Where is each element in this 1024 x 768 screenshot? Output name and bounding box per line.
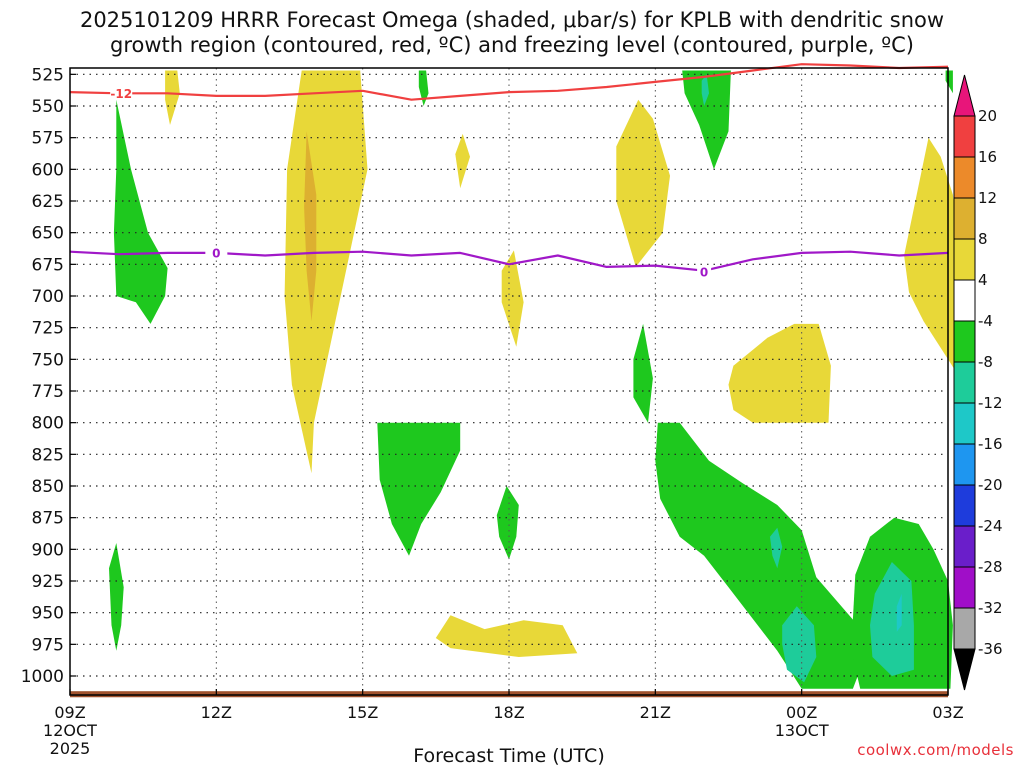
x-tick-year-09Z: 2025 <box>50 739 91 758</box>
contour-label-bg <box>697 264 712 278</box>
colorbar-bin-2 <box>953 156 976 199</box>
omega-region-9 <box>113 99 168 324</box>
x-tick-label-03Z: 03Z <box>932 703 963 722</box>
omega-region-16 <box>496 486 519 560</box>
x-tick-label-00Z: 00Z <box>786 703 817 722</box>
colorbar-bin-12 <box>953 566 976 609</box>
contour-label-bg <box>110 86 133 100</box>
omega-region-17 <box>109 543 124 651</box>
x-tick-label-15Z: 15Z <box>347 703 378 722</box>
omega-region-23 <box>896 593 902 632</box>
colorbar-bin-9 <box>953 443 976 486</box>
y-tick-label-825: 825 <box>32 445 64 465</box>
x-tick-label-12Z: 12Z <box>201 703 232 722</box>
colorbar-bin-1 <box>953 115 976 158</box>
omega-region-8 <box>435 615 578 657</box>
grid-lines <box>70 68 948 695</box>
contour-label-0: -12 <box>110 87 132 101</box>
omega-region-3 <box>455 133 470 189</box>
colorbar-bin-13 <box>953 607 976 650</box>
colorbar-label--28: -28 <box>978 558 1003 576</box>
omega-region-11 <box>682 70 731 170</box>
x-tick-date-00Z: 13OCT <box>775 721 829 740</box>
y-tick-label-525: 525 <box>32 65 64 85</box>
omega-region-5 <box>501 250 524 347</box>
x-tick-label-21Z: 21Z <box>640 703 671 722</box>
omega-region-15 <box>377 422 461 556</box>
colorbar-bin-7 <box>953 361 976 404</box>
colorbar: 20 16 12 8 4 -4 -8 -12 -16 -20 -24 -28 -32 -36 <box>953 74 1003 691</box>
y-tick-label-850: 850 <box>32 477 64 497</box>
colorbar-bin-5 <box>953 279 976 322</box>
x-axis-label: Forecast Time (UTC) <box>413 745 605 767</box>
colorbar-bin-6 <box>953 320 976 363</box>
colorbar-bin-bottom <box>953 648 976 691</box>
colorbar-label--36: -36 <box>978 640 1003 658</box>
y-tick-label-900: 900 <box>32 540 64 560</box>
y-tick-label-875: 875 <box>32 509 64 529</box>
colorbar-label-8: 8 <box>978 230 988 248</box>
colorbar-label--20: -20 <box>978 476 1003 494</box>
colorbar-label--16: -16 <box>978 435 1003 453</box>
contour-line-0 <box>69 63 949 101</box>
y-tick-label-700: 700 <box>32 287 64 307</box>
colorbar-label--32: -32 <box>978 599 1003 617</box>
omega-region-12 <box>701 74 709 106</box>
colorbar-label--8: -8 <box>978 353 993 371</box>
colorbar-label-4: 4 <box>978 271 988 289</box>
chart-title: 2025101209 HRRR Forecast Omega (shaded, … <box>79 8 945 57</box>
y-tick-label-775: 775 <box>32 382 64 402</box>
omega-region-4 <box>616 99 670 267</box>
y-tick-label-575: 575 <box>32 129 64 149</box>
colorbar-bin-10 <box>953 484 976 527</box>
colorbar-bin-11 <box>953 525 976 568</box>
omega-region-10 <box>418 70 429 106</box>
colorbar-label-12: 12 <box>978 189 997 207</box>
colorbar-bin-8 <box>953 402 976 445</box>
y-tick-label-750: 750 <box>32 350 64 370</box>
contour-label-1: 0 <box>212 246 220 260</box>
contour-label-freezing-2: 0 <box>700 265 708 279</box>
colorbar-label--12: -12 <box>978 394 1003 412</box>
omega-shading <box>109 70 958 689</box>
omega-region-19 <box>770 527 783 569</box>
omega-region-1 <box>304 131 317 322</box>
y-tick-label-800: 800 <box>32 414 64 434</box>
colorbar-bin-3 <box>953 197 976 240</box>
x-tick-label-09Z: 09Z <box>54 703 85 722</box>
y-tick-label-975: 975 <box>32 635 64 655</box>
omega-region-7 <box>904 137 958 375</box>
contour-label-bg <box>205 245 228 259</box>
omega-region-14 <box>633 323 653 423</box>
omega-region-22 <box>870 562 914 676</box>
colorbar-label--24: -24 <box>978 517 1003 535</box>
y-tick-label-675: 675 <box>32 255 64 275</box>
contours: -12 0 0 <box>69 63 949 279</box>
y-tick-label-550: 550 <box>32 97 64 117</box>
y-tick-label-925: 925 <box>32 572 64 592</box>
omega-region-6 <box>728 323 831 423</box>
colorbar-bin-top <box>953 74 976 117</box>
colorbar-bin-4 <box>953 238 976 281</box>
colorbar-label--4: -4 <box>978 312 993 330</box>
source-credit[interactable]: coolwx.com/models <box>857 741 1014 759</box>
y-tick-label-725: 725 <box>32 319 64 339</box>
y-axis: 525 550 575 600 625 650 675 700 725 750 775 800 825 8… <box>21 65 76 687</box>
x-tick-label-18Z: 18Z <box>493 703 524 722</box>
y-tick-label-1000: 1000 <box>21 667 64 687</box>
colorbar-label-20: 20 <box>978 107 997 125</box>
y-tick-label-625: 625 <box>32 192 64 212</box>
omega-region-2 <box>165 70 180 125</box>
colorbar-label-16: 16 <box>978 148 997 166</box>
y-tick-label-950: 950 <box>32 604 64 624</box>
y-tick-label-600: 600 <box>32 160 64 180</box>
y-tick-label-650: 650 <box>32 224 64 244</box>
x-tick-date-09Z: 12OCT <box>43 721 97 740</box>
